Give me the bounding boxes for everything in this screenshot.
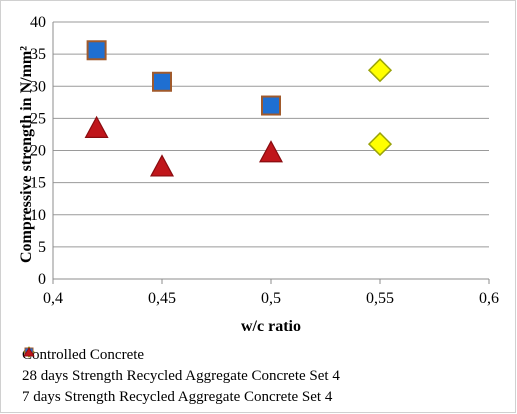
x-tick-label: 0,4 [43,290,63,307]
y-tick-label: 35 [30,46,46,63]
x-axis-title: w/c ratio [241,318,301,335]
legend-label: 28 days Strength Recycled Aggregate Conc… [22,368,340,384]
y-tick-label: 15 [30,175,46,192]
y-tick-label: 5 [38,239,46,256]
y-tick-label: 20 [30,143,46,160]
data-point [149,154,175,177]
data-point [367,132,393,157]
y-axis-title: Compressive strength in N/mm² [18,46,35,263]
x-tick-label: 0,45 [148,290,176,307]
y-tick-label: 10 [30,207,46,224]
data-point [367,58,393,83]
y-tick-label: 25 [30,110,46,127]
data-point [86,40,107,61]
legend-label: Controlled Concrete [22,347,145,363]
y-tick-label: 30 [30,78,46,95]
data-point [261,95,281,116]
data-point [258,140,284,163]
data-point [84,115,109,138]
y-tick-label: 40 [30,14,46,31]
chart-legend: Controlled Concrete 28 days Strength Recy… [22,345,340,408]
series-2 [86,40,281,116]
x-tick-label: 0,6 [479,290,499,307]
x-tick-label: 0,55 [366,290,394,307]
triangle-marker-icon [23,347,35,357]
y-tick-label: 0 [38,271,46,288]
series-3 [84,115,284,177]
legend-item: 7 days Strength Recycled Aggregate Concr… [22,347,340,408]
data-point [152,71,172,92]
x-tick-label: 0,5 [261,290,281,307]
legend-item: 28 days Strength Recycled Aggregate Conc… [22,347,340,387]
legend-item: Controlled Concrete [22,345,340,366]
series-1 [367,58,393,157]
legend-label: 7 days Strength Recycled Aggregate Concr… [22,389,333,405]
